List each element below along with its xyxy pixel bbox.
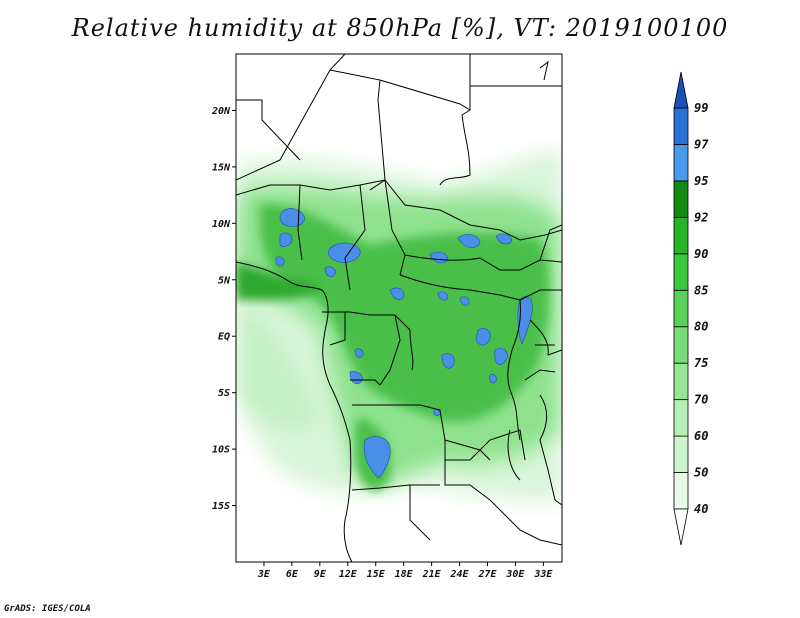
- coastal-humid-strip: [236, 262, 320, 300]
- lon-tick-label: 9E: [314, 569, 327, 580]
- colorbar-min-arrow: [673, 508, 689, 546]
- colorbar-label: 95: [694, 174, 708, 188]
- colorbar-max-arrow: [673, 71, 689, 109]
- colorbar-label: 80: [694, 320, 708, 334]
- colorbar-segment: [673, 289, 689, 328]
- colorbar-segment: [673, 362, 689, 401]
- software-credit: GrADS: IGES/COLA: [4, 604, 91, 614]
- lon-tick-label: 15E: [367, 569, 386, 580]
- lon-tick-label: 33E: [533, 569, 553, 580]
- colorbar-segment: [673, 180, 689, 218]
- country-borders: [236, 54, 562, 562]
- lon-tick-label: 21E: [422, 569, 442, 580]
- colorbar-label: 97: [694, 137, 709, 151]
- colorbar-label: 40: [694, 502, 708, 516]
- colorbar-legend: 40 50 60 70 75 80 85 90 92 95 97 99: [673, 71, 709, 546]
- lat-tick-label: EQ: [218, 332, 230, 343]
- map-frame: [235, 53, 563, 563]
- longitude-axis: 3E 6E 9E 12E 15E 18E 21E 24E 27E 30E 33E: [257, 562, 553, 580]
- lon-tick-label: 18E: [395, 569, 414, 580]
- latitude-axis: 20N 15N 10N 5N EQ 5S 10S 15S: [211, 106, 236, 512]
- colorbar-label: 85: [694, 283, 708, 297]
- lat-tick-label: 5S: [218, 388, 230, 399]
- lon-tick-label: 30E: [505, 569, 525, 580]
- lat-tick-label: 10N: [212, 219, 231, 230]
- lat-tick-label: 15N: [212, 162, 231, 173]
- colorbar-segment: [673, 435, 689, 473]
- lat-tick-label: 15S: [212, 501, 230, 512]
- colorbar-segment: [673, 144, 689, 182]
- lon-tick-label: 6E: [286, 569, 299, 580]
- colorbar-segment: [673, 216, 689, 255]
- colorbar-label: 75: [694, 356, 708, 370]
- lon-tick-label: 3E: [257, 569, 271, 580]
- colorbar-segment: [673, 107, 689, 145]
- colorbar-label: 50: [694, 466, 708, 480]
- colorbar-segment: [673, 472, 689, 510]
- colorbar-label: 60: [694, 429, 708, 443]
- colorbar-label: 99: [694, 101, 708, 115]
- colorbar-segment: [673, 326, 689, 364]
- lon-tick-label: 24E: [450, 569, 470, 580]
- lat-tick-label: 10S: [212, 445, 230, 456]
- lat-tick-label: 5N: [218, 275, 231, 286]
- colorbar-label: 90: [694, 247, 708, 261]
- lon-tick-label: 12E: [339, 569, 358, 580]
- lon-tick-label: 27E: [477, 569, 497, 580]
- colorbar-segment: [673, 399, 689, 437]
- colorbar-label: 70: [694, 393, 708, 407]
- chart-title: Relative humidity at 850hPa [%], VT: 201…: [71, 14, 729, 42]
- lat-tick-label: 20N: [211, 106, 231, 117]
- colorbar-label: 92: [694, 210, 708, 224]
- colorbar-segment: [673, 253, 689, 291]
